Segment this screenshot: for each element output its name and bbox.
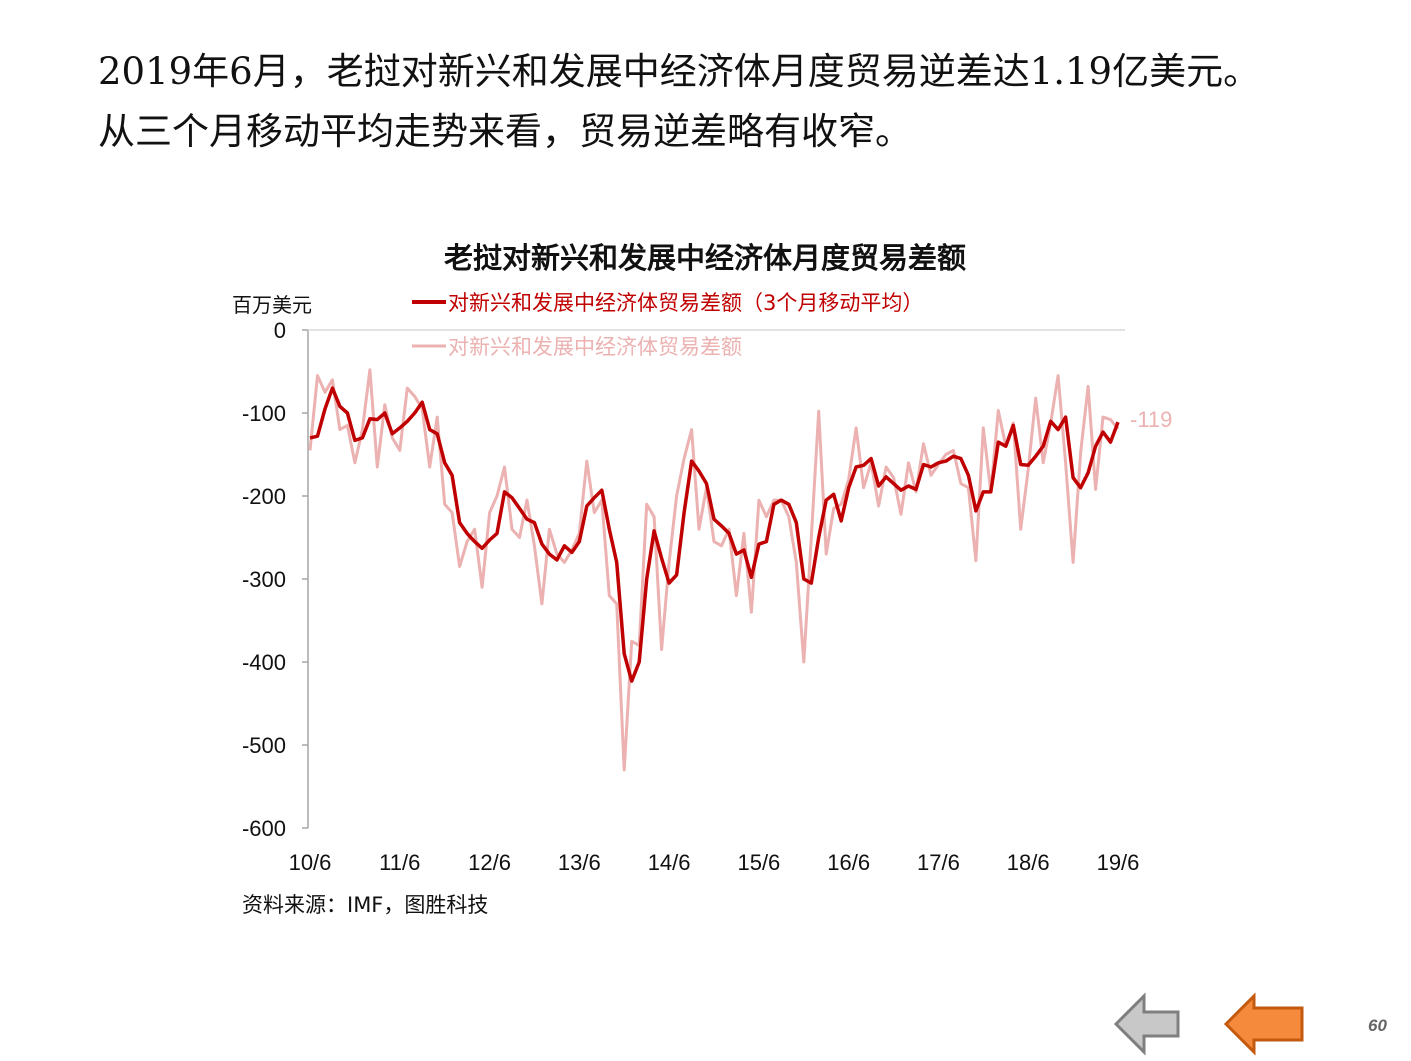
x-tick-label: 18/6 [1007,850,1050,875]
x-tick-label: 10/6 [289,850,332,875]
headline: 2019年6月，老挝对新兴和发展中经济体月度贸易逆差达1.19亿美元。 从三个月… [98,42,1338,162]
x-tick-label: 14/6 [648,850,691,875]
x-tick-label: 16/6 [827,850,870,875]
y-tick-label: -600 [242,816,286,841]
last-value-annotation: -119 [1130,407,1172,432]
y-tick-label: -500 [242,733,286,758]
next-page-button[interactable] [1222,992,1306,1061]
headline-line-1: 2019年6月，老挝对新兴和发展中经济体月度贸易逆差达1.19亿美元。 [98,50,1261,93]
series-line-monthly [308,368,1120,772]
x-tick-label: 19/6 [1097,850,1140,875]
x-tick-label: 17/6 [917,850,960,875]
y-axis-ticks: 0 -100 -200 -300 -400 -500 -600 [242,318,308,841]
prev-page-button[interactable] [1112,992,1184,1061]
y-tick-label: -300 [242,567,286,592]
arrow-left-gray-icon [1113,992,1180,1056]
x-tick-label: 15/6 [737,850,780,875]
series-line-ma [309,386,1120,683]
x-tick-label: 13/6 [558,850,601,875]
x-tick-label: 11/6 [379,850,420,875]
legend: 对新兴和发展中经济体贸易差额（3个月移动平均） 对新兴和发展中经济体贸易差额 [412,291,923,359]
y-tick-label: -100 [242,401,286,426]
legend-label-monthly: 对新兴和发展中经济体贸易差额 [448,335,742,359]
arrow-left-orange-icon [1223,992,1304,1056]
x-tick-label: 12/6 [468,850,511,875]
source-note: 资料来源：IMF，图胜科技 [242,893,488,917]
x-axis-ticks: 10/6 11/6 12/6 13/6 14/6 15/6 16/6 17/6 18/6 19/6 [289,850,1140,875]
page-number: 60 [1368,1016,1387,1035]
y-tick-label: -200 [242,484,286,509]
y-tick-label: 0 [274,318,286,343]
headline-line-2: 从三个月移动平均走势来看，贸易逆差略有收窄。 [98,110,912,153]
y-axis-unit-label: 百万美元 [232,293,312,317]
y-tick-label: -400 [242,650,286,675]
series-layer [308,368,1120,772]
legend-label-ma: 对新兴和发展中经济体贸易差额（3个月移动平均） [448,291,923,315]
chart-title: 老挝对新兴和发展中经济体月度贸易差额 [444,241,966,275]
